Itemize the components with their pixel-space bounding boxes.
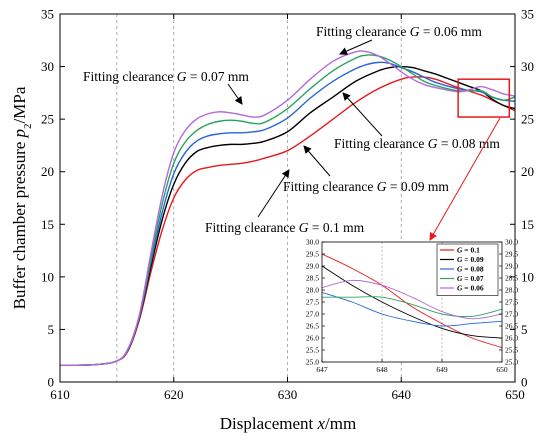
x-tick-label: 620 (164, 387, 184, 402)
inset-y-tick-label: 28.0 (306, 286, 319, 295)
inset-legend-label: G = 0.08 (457, 265, 484, 274)
inset-x-tick-label: 649 (436, 365, 448, 374)
y-tick-label-right: 0 (521, 375, 528, 390)
inset-y-tick-label: 26.0 (306, 334, 319, 343)
y-tick-label: 10 (41, 269, 54, 284)
inset-y-tick-label: 25.0 (306, 358, 319, 367)
inset-legend-label: G = 0.07 (457, 274, 484, 283)
inset-series-line-3 (322, 296, 502, 318)
inset-y-tick-label: 25.5 (306, 346, 319, 355)
inset-y-tick-label-right: 26.5 (505, 322, 518, 331)
y-tick-label-right: 10 (521, 269, 534, 284)
arrow-g007 (227, 83, 243, 105)
zoom-pointer-arrow (429, 117, 501, 241)
inset-y-tick-label: 26.5 (306, 322, 319, 331)
y-tick-label-right: 35 (521, 7, 534, 22)
arrow-g006 (339, 39, 373, 55)
arrow-g008 (342, 92, 383, 137)
inset-y-tick-label-right: 26.0 (505, 334, 518, 343)
series-line-1 (60, 65, 515, 366)
y-tick-label: 15 (41, 217, 54, 232)
inset-y-tick-label-right: 28.0 (505, 286, 518, 295)
series-line-0 (60, 76, 515, 366)
inset-y-tick-label: 30.0 (306, 238, 319, 247)
y-tick-label: 5 (48, 322, 55, 337)
annotations: Fitting clearance G = 0.06 mm Fitting cl… (83, 24, 500, 235)
inset-y-tick-label: 29.0 (306, 262, 319, 271)
inset-y-tick-label-right: 29.5 (505, 250, 518, 259)
inset-y-tick-label: 29.5 (306, 250, 319, 259)
series-group (60, 50, 515, 366)
series-line-3 (60, 54, 515, 366)
inset-y-tick-label: 27.5 (306, 298, 319, 307)
annotation-g006: Fitting clearance G = 0.06 mm (316, 24, 482, 39)
annotation-g009: Fitting clearance G = 0.09 mm (283, 179, 449, 194)
annotation-g01: Fitting clearance G = 0.1 mm (205, 220, 365, 235)
inset-y-tick-label-right: 25.5 (505, 346, 518, 355)
inset-legend-label: G = 0.1 (457, 246, 480, 255)
y-tick-label-right: 20 (521, 164, 534, 179)
series-line-2 (60, 61, 515, 366)
inset-y-tick-label-right: 25.0 (505, 358, 518, 367)
arrow-g01 (257, 169, 290, 218)
inset-legend-box (436, 243, 499, 296)
series-line-4 (60, 50, 515, 366)
inset-series-line-4 (322, 279, 502, 320)
inset-series-line-0 (322, 253, 502, 349)
inset-y-tick-label: 27.0 (306, 310, 319, 319)
y-tick-label-right: 5 (521, 322, 528, 337)
inset-series-line-2 (322, 291, 502, 327)
y-tick-label: 30 (41, 59, 54, 74)
inset-series-line-1 (322, 265, 502, 339)
x-axis-label: Displacement x/mm (220, 414, 356, 433)
inset-y-tick-label-right: 30.0 (505, 238, 518, 247)
zoom-box (457, 78, 511, 118)
inset-x-tick-label: 647 (316, 365, 328, 374)
inset-legend: G = 0.1G = 0.09G = 0.08G = 0.07G = 0.06 (436, 243, 499, 296)
y-tick-label-right: 15 (521, 217, 534, 232)
y-axis-label: Buffer chamber pressure p2/MPa (10, 86, 34, 309)
x-tick-label: 610 (50, 387, 70, 402)
inset-y-tick-label-right: 28.5 (505, 274, 518, 283)
annotation-g008: Fitting clearance G = 0.08 mm (334, 136, 500, 151)
inset-y-tick-label: 28.5 (306, 274, 319, 283)
axes-ticks: 610 620 630 640 6500510152025303505101520253… (41, 7, 534, 403)
x-tick-label: 630 (278, 387, 298, 402)
y-tick-label: 20 (41, 164, 54, 179)
y-tick-label-right: 30 (521, 59, 534, 74)
y-tick-label: 35 (41, 7, 54, 22)
y-tick-label: 25 (41, 112, 54, 127)
inset-y-tick-label-right: 27.0 (505, 310, 518, 319)
y-tick-label-right: 25 (521, 112, 534, 127)
inset-legend-label: G = 0.06 (457, 284, 484, 293)
inset-y-tick-label-right: 27.5 (505, 298, 518, 307)
inset-series-group (322, 253, 502, 349)
inset-legend-label: G = 0.09 (457, 255, 484, 264)
y-tick-label: 0 (48, 375, 55, 390)
arrow-g009 (303, 145, 331, 177)
inset-x-tick-label: 650 (496, 365, 508, 374)
x-tick-label: 650 (505, 387, 525, 402)
inset-x-tick-label: 648 (376, 365, 388, 374)
x-tick-label: 640 (392, 387, 412, 402)
annotation-g007: Fitting clearance G = 0.07 mm (83, 69, 249, 84)
inset-y-tick-label-right: 29.0 (505, 262, 518, 271)
